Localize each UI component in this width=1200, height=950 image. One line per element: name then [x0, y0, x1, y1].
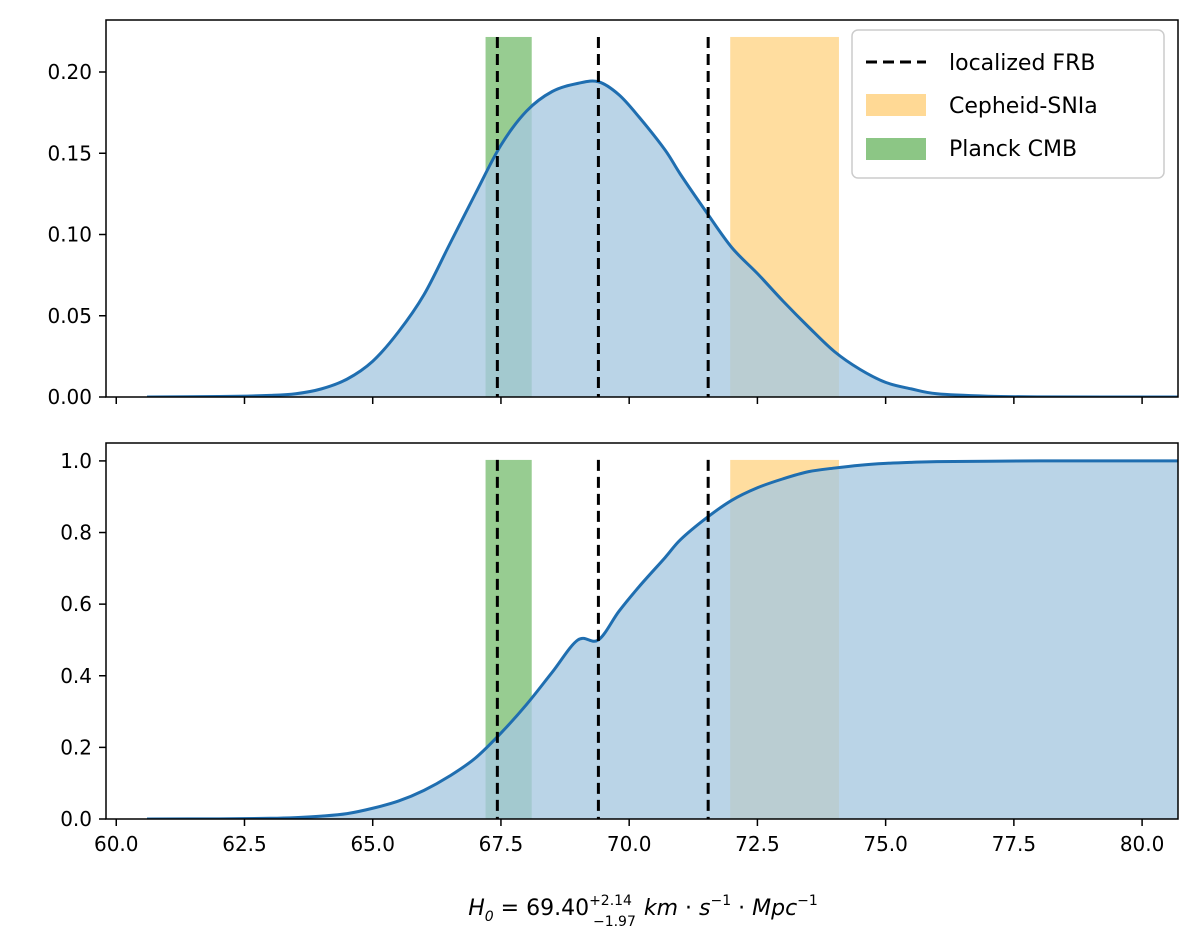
top-ytick-label: 0.05	[47, 304, 92, 328]
top-x-axis	[115, 397, 1143, 404]
xlabel-lower-error: −1.97	[593, 914, 636, 930]
legend-frb-label: localized FRB	[949, 51, 1095, 76]
bottom-ytick-label: 1.0	[60, 449, 92, 473]
top-area-fill	[147, 81, 1178, 397]
legend: localized FRB Cepheid-SNIa Planck CMB	[851, 29, 1165, 179]
bottom-xtick-label: 72.5	[735, 832, 780, 856]
top-curve-line	[147, 79, 1178, 397]
legend-cepheid-label: Cepheid-SNIa	[949, 94, 1098, 119]
bottom-ytick-label: 0.6	[60, 592, 92, 616]
xlabel-unit-mpc: Mpc	[752, 896, 797, 921]
xlabel-equals: =	[494, 896, 526, 921]
bottom-xtick-label: 65.0	[350, 832, 395, 856]
xlabel-subscript: 0	[485, 909, 494, 925]
bottom-cdf-panel: 0.0 0.2 0.4 0.6 0.8 1.0 60.0 62.5 65.0 67.5 70.0 7…	[60, 442, 1179, 856]
bottom-ytick-label: 0.0	[60, 807, 92, 831]
xlabel-upper-error: +2.14	[589, 893, 632, 909]
x-axis-label: H0 = 69.40+2.14 −1.97km · s−1 · Mpc−1	[468, 893, 818, 930]
xlabel-dot-2: ·	[731, 896, 752, 921]
xlabel-value: 69.40	[526, 896, 589, 921]
bottom-xtick-label: 70.0	[607, 832, 652, 856]
top-y-axis: 0.00 0.05 0.10 0.15 0.20	[47, 60, 106, 409]
xlabel-unit-km: km	[644, 896, 678, 921]
bottom-ytick-label: 0.8	[60, 521, 92, 545]
xlabel-symbol: H	[468, 896, 485, 921]
bottom-xtick-label: 80.0	[1120, 832, 1165, 856]
bottom-ytick-label: 0.4	[60, 664, 92, 688]
xlabel-unit-mpc-exponent: −1	[797, 893, 818, 909]
xlabel-unit-s: s	[699, 896, 710, 921]
bottom-xtick-label: 62.5	[222, 832, 267, 856]
bottom-xtick-label: 75.0	[863, 832, 908, 856]
bottom-ytick-label: 0.2	[60, 735, 92, 759]
top-ytick-label: 0.10	[47, 223, 92, 247]
legend-box	[851, 29, 1165, 179]
top-ytick-label: 0.15	[47, 141, 92, 165]
legend-planck-label: Planck CMB	[949, 137, 1077, 162]
bottom-xtick-label: 67.5	[479, 832, 524, 856]
xlabel-unit-s-exponent: −1	[711, 893, 732, 909]
bottom-curve-line	[147, 459, 1178, 819]
bottom-plot-area	[147, 459, 1178, 819]
bottom-y-axis: 0.0 0.2 0.4 0.6 0.8 1.0	[60, 449, 106, 831]
xlabel-dot-1: ·	[678, 896, 699, 921]
bottom-area-fill	[147, 460, 1178, 819]
bottom-axes-frame	[105, 442, 1179, 820]
bottom-xtick-label: 60.0	[94, 832, 139, 856]
legend-cepheid-swatch	[866, 94, 926, 116]
bottom-x-axis: 60.0 62.5 65.0 67.5 70.0 72.5 75.0 77.5 80.0	[94, 819, 1164, 856]
top-ytick-label: 0.00	[47, 385, 92, 409]
top-axes-frame	[105, 19, 1179, 398]
bottom-xtick-label: 77.5	[992, 832, 1037, 856]
top-density-panel: 0.00 0.05 0.10 0.15 0.20 localized FRB Cephe…	[47, 19, 1179, 409]
top-ytick-label: 0.20	[47, 60, 92, 84]
legend-planck-swatch	[866, 138, 926, 160]
top-plot-area	[147, 36, 1178, 397]
